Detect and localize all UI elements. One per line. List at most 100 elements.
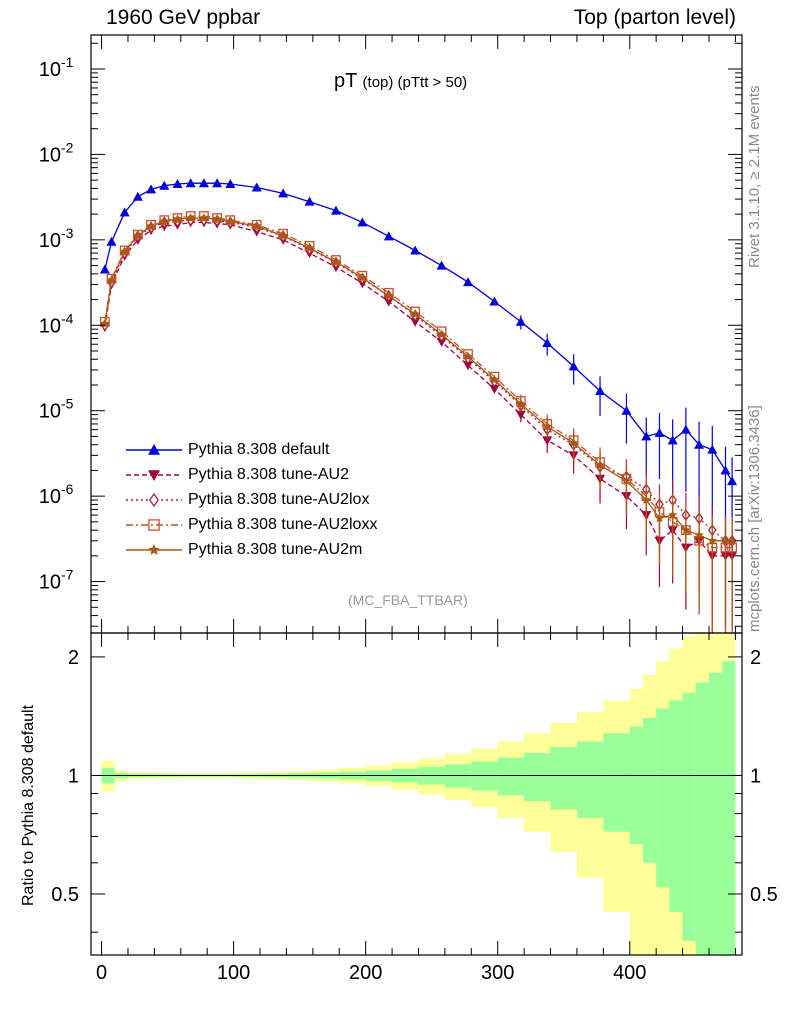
marker-star (133, 230, 143, 240)
axis-tick-labels: 10-710-610-510-410-310-210 -10.5 0.51 12 20 1… (39, 54, 778, 984)
legend-entry-au2: Pythia 8.308 tune-AU2 (122, 462, 377, 487)
marker-triangle-up (462, 277, 473, 287)
marker-star (720, 535, 731, 545)
marker-triangle-up (727, 476, 738, 486)
ratio-band-stat-bin (642, 717, 657, 863)
y-tick-base: 10 (39, 315, 61, 337)
marker-triangle-up (568, 361, 579, 371)
ratio-y-tick-label-left: 2 (68, 647, 79, 669)
y-tick-base: 10 (39, 401, 61, 423)
ratio-band-stat-bin (669, 700, 683, 913)
ratio-band-stat-bin (695, 682, 709, 955)
marker-star (436, 329, 447, 339)
ratio-band-stat-bin (682, 692, 696, 941)
marker-square (172, 213, 183, 223)
series-group (99, 178, 738, 633)
marker-star (159, 216, 169, 226)
marker-star (146, 221, 156, 231)
marker-star (707, 535, 717, 545)
marker-square (132, 229, 143, 240)
marker-triangle-down (462, 361, 473, 371)
marker-star (384, 291, 394, 301)
y-tick-base: 10 (39, 144, 61, 166)
marker-star (357, 272, 368, 282)
ratio-band-stat-bin (576, 741, 604, 818)
marker-star (641, 495, 651, 505)
marker-triangle-up (694, 439, 705, 449)
ratio-band-stat-bin (497, 757, 525, 796)
ratio-bands (101, 633, 736, 955)
y-tick-exponent: -7 (61, 567, 74, 583)
rivet-version-label: Rivet 3.1.10, ≥ 2.1M events (746, 85, 763, 269)
marker-triangle-down (489, 384, 500, 394)
x-tick-label: 400 (613, 962, 646, 984)
marker-star (119, 246, 130, 256)
series-2 (99, 218, 738, 633)
marker-star (542, 421, 552, 431)
marker-triangle-up (304, 196, 315, 206)
ratio-y-tick-label-left: 1 (68, 765, 79, 787)
marker-triangle-down (148, 469, 160, 481)
y-tick-exponent: -6 (61, 481, 74, 497)
marker-square (212, 213, 223, 223)
y-tick-base: 10 (39, 230, 61, 252)
marker-triangle-up (383, 231, 394, 241)
legend-label-default: Pythia 8.308 default (188, 440, 330, 458)
header-collision-label: 1960 GeV ppbar (106, 6, 261, 29)
marker-star (172, 214, 183, 224)
marker-triangle-up (707, 444, 718, 454)
series-4 (99, 211, 737, 633)
marker-diamond (149, 492, 159, 507)
y-tick-label: 10 (39, 315, 61, 337)
legend-swatch-au2m (126, 543, 182, 555)
y-tick-base: 10 (39, 59, 61, 81)
marker-star (621, 476, 632, 486)
marker-star (212, 214, 222, 224)
legend-entry-default: Pythia 8.308 default (122, 437, 377, 462)
ratio-band-stat-bin (603, 733, 630, 832)
y-tick-exponent: -4 (61, 310, 74, 326)
y-tick-label: 10 (39, 59, 61, 81)
marker-star (106, 274, 117, 284)
marker-triangle-up (489, 296, 500, 306)
marker-triangle-up (212, 178, 223, 188)
ratio-y-tick-label-right: 0.5 (750, 884, 778, 906)
marker-triangle-down (410, 317, 421, 327)
legend-label-au2m: Pythia 8.308 tune-AU2m (188, 540, 363, 558)
ratio-band-stat-bin (524, 753, 551, 802)
legend-label-au2lox: Pythia 8.308 tune-AU2lox (188, 490, 370, 508)
marker-triangle-up (119, 207, 130, 217)
legend-label-au2: Pythia 8.308 tune-AU2 (188, 465, 349, 483)
x-tick-label: 100 (217, 962, 250, 984)
plot-title-sub: (top) (pTtt > 50) (362, 74, 468, 91)
marker-triangle-up (654, 427, 665, 437)
plot-title-main: pT (334, 70, 357, 92)
marker-star (410, 309, 420, 319)
marker-triangle-up (357, 217, 368, 227)
marker-star (463, 351, 473, 361)
marker-triangle-up (99, 264, 110, 274)
ratio-y-tick-label-right: 2 (750, 647, 761, 669)
y-tick-label: 10 (39, 230, 61, 252)
y-tick-label: 10 (39, 572, 61, 594)
series-5 (100, 213, 737, 627)
marker-triangle-up (148, 443, 160, 455)
marker-star (667, 510, 678, 520)
header-process-label: Top (parton level) (573, 6, 736, 29)
legend-label-au2loxx: Pythia 8.308 tune-AU2loxx (188, 515, 378, 533)
ratio-band-stat-bin (471, 761, 498, 791)
y-tick-exponent: -2 (61, 139, 74, 155)
series-3 (100, 214, 737, 627)
marker-triangle-up (159, 180, 170, 190)
y-tick-exponent: -5 (61, 396, 74, 412)
ratio-y-tick-label-left: 0.5 (51, 884, 79, 906)
ratio-plot-frame (90, 632, 743, 956)
ratio-y-axis-label: Ratio to Pythia 8.308 default (20, 704, 37, 906)
y-tick-label: 10 (39, 486, 61, 508)
marker-triangle-up (595, 386, 606, 396)
marker-triangle-up (146, 184, 157, 194)
plot-title: pT (top) (pTtt > 50) (334, 70, 467, 93)
marker-triangle-up (680, 424, 691, 434)
axis-ticks (91, 35, 742, 955)
